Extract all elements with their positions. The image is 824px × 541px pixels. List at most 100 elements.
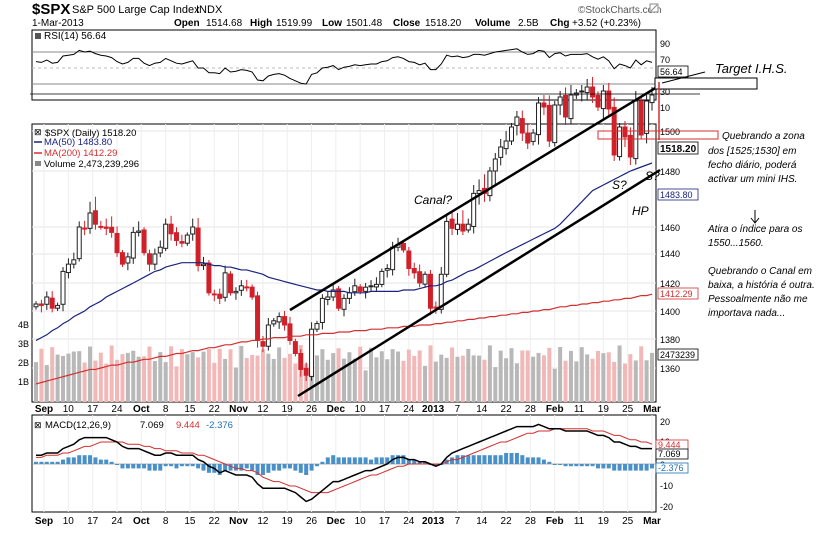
macd-histogram-bar	[352, 457, 357, 464]
candle-body	[644, 100, 650, 134]
candle-body	[114, 232, 120, 254]
x-tick-label: Feb	[546, 404, 564, 415]
volume-bar	[639, 346, 644, 402]
rsi-legend-icon	[35, 33, 41, 39]
volume-bar	[412, 355, 417, 402]
price-tick: 1440	[660, 249, 680, 259]
candle-body	[71, 259, 77, 265]
macd-histogram-bar	[131, 464, 136, 469]
volume-bar	[531, 356, 536, 402]
x-tick-label: 14	[476, 404, 488, 415]
candle-body	[38, 303, 44, 306]
price-tick: 1380	[660, 335, 680, 345]
macd-histogram-bar	[255, 464, 260, 475]
macd-histogram-bar	[547, 461, 552, 464]
volume-bar	[520, 350, 525, 402]
candle-body	[325, 296, 331, 301]
target-arrow-icon	[661, 71, 706, 84]
candle-body	[525, 132, 531, 144]
candle-body	[330, 289, 336, 298]
annotation-note2: Atira o índice para os	[707, 224, 803, 235]
macd-histogram-bar	[622, 464, 627, 471]
macd-histogram-bar	[450, 457, 455, 464]
volume-bar	[282, 357, 287, 402]
candle-body	[427, 273, 433, 309]
candle-body	[541, 102, 547, 108]
macd-histogram-bar	[158, 464, 163, 471]
macd-histogram-bar	[650, 464, 654, 469]
macd-histogram-bar	[142, 464, 147, 469]
x-tick-label: 12	[257, 516, 269, 527]
x-tick-label: Nov	[229, 404, 248, 415]
open-label: Open	[174, 18, 200, 29]
close-value: 1518.20	[425, 18, 462, 29]
macd-legend-signal: 9.444	[176, 420, 200, 431]
ma200-badge: 1412.29	[660, 289, 693, 299]
volume-bar	[628, 354, 633, 402]
macd-histogram-bar	[55, 461, 60, 464]
macd-histogram-bar	[644, 464, 649, 471]
volume-badge: 2473239	[660, 350, 695, 360]
macd-histogram-bar	[66, 457, 71, 464]
x-tick-label: 25	[622, 516, 634, 527]
volume-tick: 4B	[18, 320, 29, 330]
candle-body	[476, 190, 482, 194]
x-tick-label: 12	[257, 404, 269, 415]
candle-body	[195, 227, 201, 267]
volume-bar	[325, 359, 330, 402]
candle-body	[579, 90, 585, 93]
macd-histogram-bar	[250, 464, 255, 471]
macd-histogram-bar	[617, 464, 622, 471]
candle-body	[600, 90, 606, 110]
candle-body	[444, 220, 450, 275]
candle-body	[201, 263, 207, 267]
x-tick-label: 28	[525, 516, 537, 527]
volume-bar	[71, 351, 76, 402]
volume-bar	[444, 357, 449, 402]
macd-legend-name: MACD(12,26,9)	[45, 420, 111, 431]
volume-bar	[77, 351, 82, 402]
volume-bar	[650, 352, 654, 402]
candle-body	[471, 192, 477, 227]
volume-bar	[552, 368, 557, 402]
macd-histogram-bar	[509, 453, 514, 464]
price-ticks: 1500 1480 1460 1440 1420 1400 1380 1360	[660, 127, 680, 374]
annotation-target: Target I.H.S.	[715, 61, 788, 76]
candle-body	[595, 94, 601, 108]
volume-bar	[244, 357, 249, 402]
macd-histogram-bar	[552, 464, 557, 465]
candle-body	[368, 285, 374, 288]
volume-bar	[98, 352, 103, 402]
x-tick-label: 14	[476, 516, 488, 527]
candle-body	[260, 341, 266, 347]
candle-body	[346, 292, 352, 299]
macd-tick: -20	[660, 502, 673, 512]
macd-histogram-bar	[477, 455, 482, 464]
volume-bar	[369, 347, 374, 402]
volume-bar	[428, 345, 433, 402]
candle-body	[217, 293, 223, 299]
macd-histogram-bar	[482, 455, 487, 464]
macd-histogram-bar	[228, 464, 233, 471]
macd-histogram-bar	[77, 455, 82, 464]
volume-bar	[423, 365, 428, 402]
volume-bar	[466, 348, 471, 402]
chart-name: S&P 500 Large Cap Index	[72, 4, 200, 16]
macd-histogram-bar	[304, 464, 309, 475]
macd-histogram-bar	[125, 464, 130, 469]
macd-histogram-bar	[520, 455, 525, 464]
macd-histogram-bar	[196, 464, 201, 469]
volume-bar	[390, 349, 395, 402]
volume-bar	[277, 347, 282, 402]
candle-body	[487, 170, 493, 197]
macd-histogram-bar	[590, 464, 595, 467]
volume-bar	[612, 361, 617, 402]
candle-body	[190, 226, 196, 235]
volume-bar	[44, 365, 49, 402]
volume-bar	[223, 358, 228, 402]
volume-bar	[212, 362, 217, 402]
x-tick-label: Mar	[643, 404, 661, 415]
macd-histogram-bar	[514, 453, 519, 464]
x-tick-label: 17	[379, 516, 391, 527]
volume-bar	[585, 354, 590, 402]
